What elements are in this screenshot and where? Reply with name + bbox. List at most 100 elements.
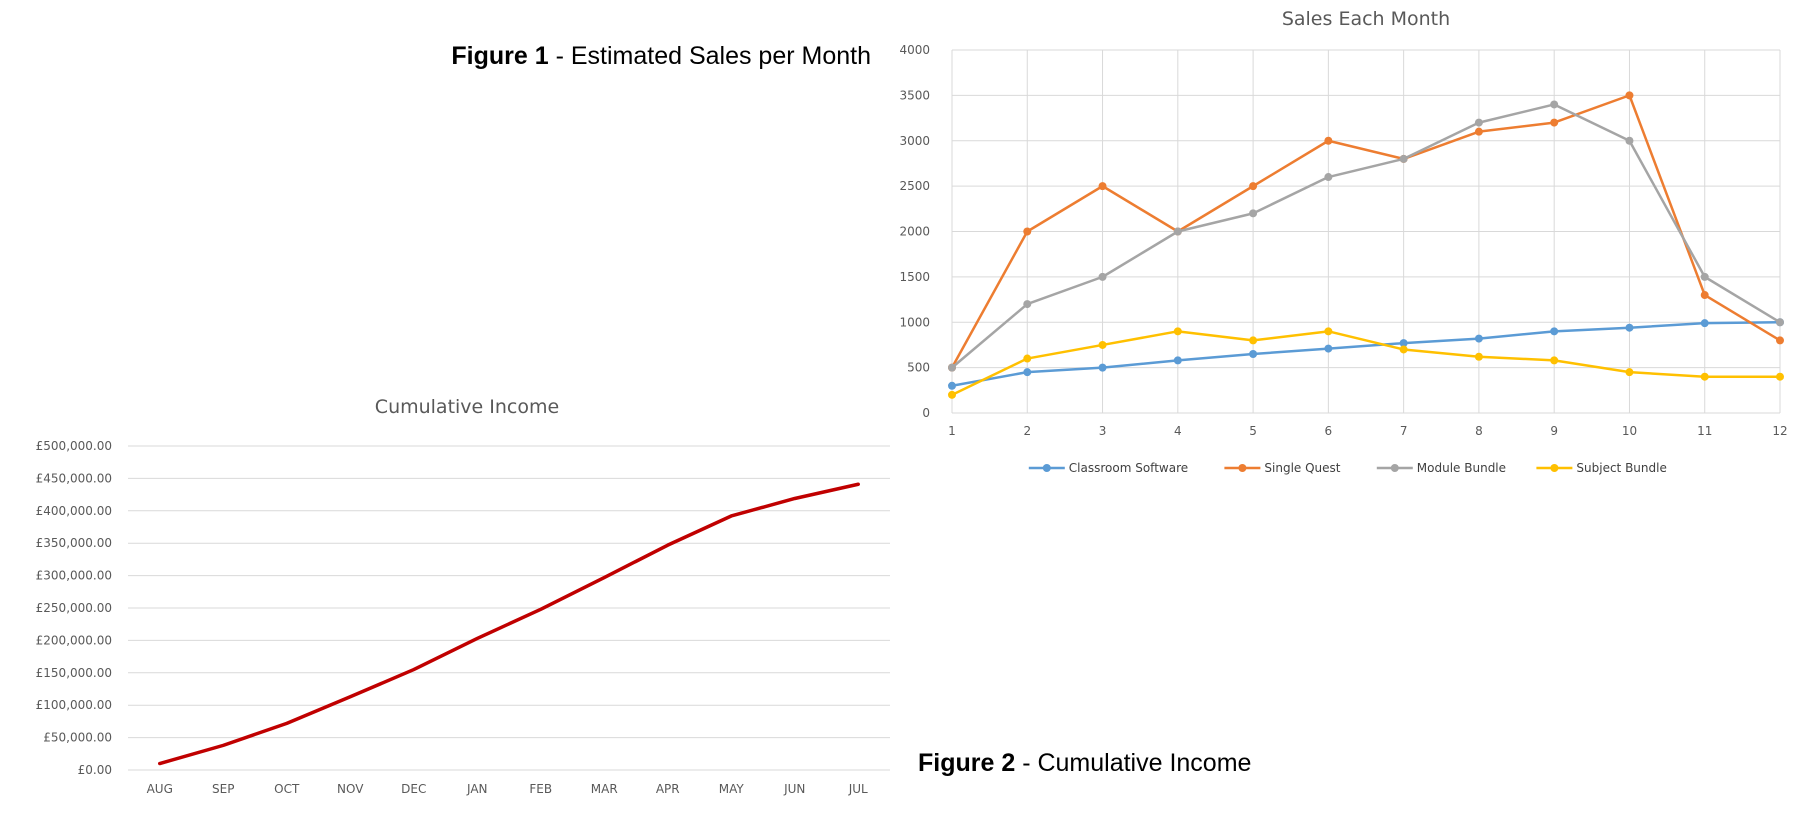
data-point bbox=[1625, 136, 1634, 145]
legend-marker bbox=[1550, 464, 1559, 472]
y-tick-label: £400,000.00 bbox=[36, 504, 112, 518]
data-point bbox=[1098, 340, 1107, 349]
y-tick-label: 0 bbox=[922, 406, 930, 420]
y-tick-label: 1500 bbox=[899, 270, 930, 284]
y-tick-label: £100,000.00 bbox=[36, 698, 112, 712]
y-tick-label: £300,000.00 bbox=[36, 569, 112, 583]
data-point bbox=[1700, 372, 1709, 381]
x-tick-label: APR bbox=[656, 782, 680, 796]
x-tick-label: 5 bbox=[1249, 424, 1257, 438]
y-tick-label: 2500 bbox=[899, 179, 930, 193]
figure-2-title: - Cumulative Income bbox=[1015, 749, 1252, 777]
legend-entry: Single Quest bbox=[1264, 461, 1340, 475]
data-point bbox=[1776, 336, 1784, 345]
figure-2-label: Figure 2 bbox=[918, 749, 1016, 777]
x-tick-label: OCT bbox=[274, 782, 300, 796]
data-point bbox=[948, 381, 956, 390]
figure-2-caption: Figure 2 - Cumulative Income bbox=[918, 751, 1251, 776]
data-point bbox=[1474, 352, 1483, 361]
x-tick-label: 2 bbox=[1023, 424, 1031, 438]
data-point bbox=[1023, 227, 1032, 236]
x-tick-label: 4 bbox=[1174, 424, 1182, 438]
y-tick-label: £250,000.00 bbox=[36, 601, 112, 615]
series-line bbox=[950, 94, 1781, 369]
x-tick-label: AUG bbox=[147, 782, 173, 796]
data-point bbox=[1098, 272, 1107, 281]
data-point bbox=[948, 390, 956, 399]
y-tick-label: 4000 bbox=[899, 43, 930, 57]
y-tick-label: £500,000.00 bbox=[36, 439, 112, 453]
data-point bbox=[1550, 327, 1559, 336]
x-tick-label: FEB bbox=[529, 782, 552, 796]
data-point bbox=[1249, 209, 1258, 218]
y-tick-label: 3000 bbox=[899, 134, 930, 148]
x-tick-label: 12 bbox=[1772, 424, 1787, 438]
data-point bbox=[1249, 182, 1258, 191]
x-tick-label: JAN bbox=[466, 782, 488, 796]
x-tick-label: 10 bbox=[1622, 424, 1637, 438]
data-point bbox=[1023, 368, 1032, 377]
data-point bbox=[1700, 291, 1709, 300]
y-tick-label: 1000 bbox=[899, 315, 930, 329]
data-point bbox=[1324, 136, 1333, 145]
data-point bbox=[1399, 154, 1408, 163]
legend-entry: Subject Bundle bbox=[1576, 461, 1666, 475]
data-point bbox=[1776, 318, 1784, 327]
data-point bbox=[1324, 327, 1333, 336]
figure-1-label: Figure 1 bbox=[451, 42, 549, 70]
legend-marker bbox=[1238, 464, 1247, 472]
data-point bbox=[1625, 91, 1634, 100]
x-tick-label: 11 bbox=[1697, 424, 1712, 438]
data-point bbox=[1249, 336, 1258, 345]
legend-entry: Classroom Software bbox=[1069, 461, 1188, 475]
series-line bbox=[158, 482, 860, 766]
y-tick-label: £350,000.00 bbox=[36, 536, 112, 550]
y-tick-label: £200,000.00 bbox=[36, 633, 112, 647]
chart-title: Sales Each Month bbox=[1282, 8, 1450, 30]
data-point bbox=[1700, 319, 1709, 328]
data-point bbox=[1324, 344, 1333, 353]
x-tick-label: SEP bbox=[212, 782, 234, 796]
data-point bbox=[1324, 173, 1333, 182]
x-tick-label: NOV bbox=[337, 782, 364, 796]
series-line bbox=[951, 330, 1780, 396]
data-point bbox=[1173, 227, 1182, 236]
data-point bbox=[1474, 118, 1483, 127]
cumulative-income-chart: Cumulative Income £0.00 £50,000.00 £100,000… bbox=[36, 396, 890, 796]
data-point bbox=[1550, 356, 1559, 365]
y-tick-label: £450,000.00 bbox=[36, 471, 112, 485]
x-tick-label: 1 bbox=[948, 424, 956, 438]
x-tick-label: MAY bbox=[719, 782, 745, 796]
series-line bbox=[951, 103, 1781, 369]
y-tick-label: £150,000.00 bbox=[36, 666, 112, 680]
data-point bbox=[1023, 300, 1032, 309]
figure-1-caption: Figure 1 - Estimated Sales per Month bbox=[451, 44, 871, 69]
data-point bbox=[1625, 323, 1634, 332]
x-tick-label: DEC bbox=[401, 782, 426, 796]
x-tick-label: 3 bbox=[1099, 424, 1107, 438]
data-point bbox=[948, 363, 956, 372]
data-point bbox=[1173, 356, 1182, 365]
data-point bbox=[1098, 182, 1107, 191]
data-point bbox=[1023, 354, 1032, 363]
y-tick-label: 3500 bbox=[899, 88, 930, 102]
data-point bbox=[1700, 272, 1709, 281]
data-point bbox=[1550, 118, 1559, 127]
x-tick-label: 8 bbox=[1475, 424, 1483, 438]
x-tick-label: 9 bbox=[1550, 424, 1558, 438]
y-tick-label: £50,000.00 bbox=[43, 731, 112, 745]
x-tick-label: JUN bbox=[783, 782, 805, 796]
data-point bbox=[1776, 372, 1784, 381]
y-tick-label: 500 bbox=[907, 361, 930, 375]
data-point bbox=[1474, 334, 1483, 343]
y-tick-label: £0.00 bbox=[78, 763, 112, 777]
data-point bbox=[1474, 127, 1483, 136]
x-tick-label: MAR bbox=[591, 782, 618, 796]
figure-1-title: - Estimated Sales per Month bbox=[548, 42, 871, 70]
chart-title: Cumulative Income bbox=[375, 396, 559, 418]
x-tick-label: 6 bbox=[1325, 424, 1333, 438]
data-point bbox=[1550, 100, 1559, 109]
legend-entry: Module Bundle bbox=[1417, 461, 1506, 475]
sales-each-month-chart: Sales Each Month 0 500 1000 1500 2000 2500 3000… bbox=[899, 8, 1787, 475]
data-point bbox=[1625, 368, 1634, 377]
